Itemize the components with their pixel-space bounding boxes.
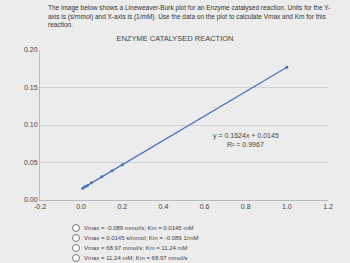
svg-text:0.6: 0.6 [200, 203, 210, 210]
svg-text:y = 0.1624x + 0.0145: y = 0.1624x + 0.0145 [213, 132, 279, 140]
svg-text:ENZYME CATALYSED REACTION: ENZYME CATALYSED REACTION [116, 34, 233, 43]
svg-text:1.2: 1.2 [323, 203, 333, 210]
html-text:Vmax = 11.24 mM; Km = 68.97 mm: Vmax = 11.24 mM; Km = 68.97 mmol/s [84, 254, 188, 261]
svg-text:0.8: 0.8 [241, 203, 251, 210]
svg-text:0.4: 0.4 [159, 203, 169, 210]
svg-text:0.15: 0.15 [24, 84, 38, 91]
html-text:The image below shows a Linewe: The image below shows a Lineweaver-Burk … [48, 4, 331, 28]
svg-text:0.05: 0.05 [24, 159, 38, 166]
svg-text:0.00: 0.00 [24, 196, 38, 203]
svg-text:1.0: 1.0 [282, 203, 292, 210]
svg-text:0.10: 0.10 [24, 121, 38, 128]
svg-text:R² = 0.9967: R² = 0.9967 [227, 141, 264, 148]
html-text:Vmax = -0.089 mmol/s; Km = 0.0: Vmax = -0.089 mmol/s; Km = 0.0145 mM [84, 224, 194, 231]
svg-text:0.20: 0.20 [24, 46, 38, 53]
svg-text:-0.2: -0.2 [34, 203, 46, 210]
svg-text:0.2: 0.2 [117, 203, 127, 210]
svg-text:0.0: 0.0 [76, 203, 86, 210]
html-text:Vmax = 0.0145 s/mmol; Km = -0.: Vmax = 0.0145 s/mmol; Km = -0.089 1/mM [84, 234, 199, 241]
html-text:Vmax = 68.97 mmol/s; Km = 11.2: Vmax = 68.97 mmol/s; Km = 11.24 mM [84, 244, 188, 251]
